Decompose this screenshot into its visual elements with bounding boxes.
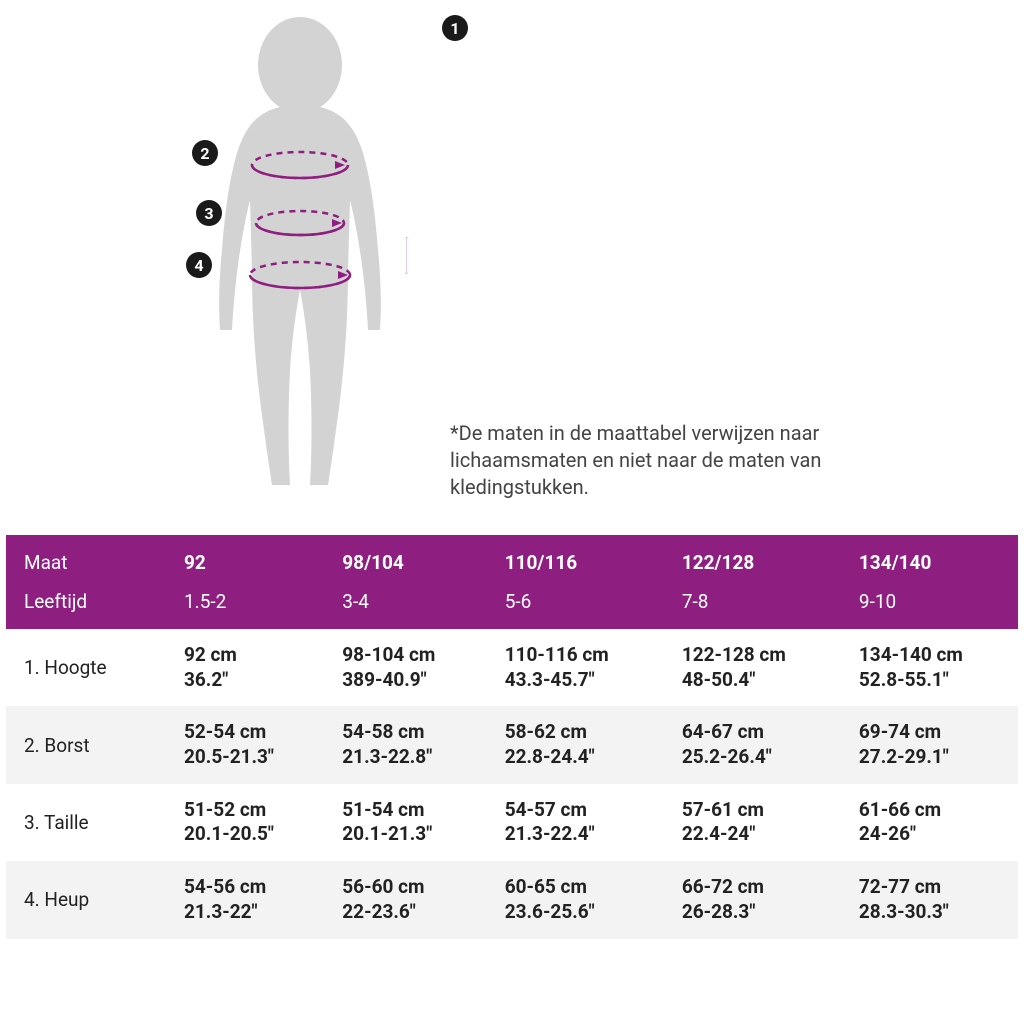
cell-line-cm: 54-56 cm bbox=[184, 875, 314, 900]
header-age-2: 5-6 bbox=[487, 582, 664, 629]
cell-line-cm: 98-104 cm bbox=[342, 643, 476, 668]
cell-line-cm: 92 cm bbox=[184, 643, 314, 668]
cell-line-inch: 22.8-24.4" bbox=[505, 745, 654, 770]
cell-line-cm: 110-116 cm bbox=[505, 643, 654, 668]
header-age-1: 3-4 bbox=[324, 582, 486, 629]
cell-line-inch: 52.8-55.1" bbox=[859, 668, 1008, 693]
header-age-4: 9-10 bbox=[841, 582, 1018, 629]
header-label-leeftijd: Leeftijd bbox=[6, 582, 166, 629]
marker-1: 1 bbox=[442, 15, 468, 41]
cell-value: 66-72 cm26-28.3" bbox=[664, 861, 841, 938]
cell-line-inch: 25.2-26.4" bbox=[682, 745, 831, 770]
table-row: 3. Taille51-52 cm20.1-20.5"51-54 cm20.1-… bbox=[6, 784, 1018, 861]
cell-line-inch: 27.2-29.1" bbox=[859, 745, 1008, 770]
cell-line-cm: 134-140 cm bbox=[859, 643, 1008, 668]
cell-value: 64-67 cm25.2-26.4" bbox=[664, 706, 841, 783]
cell-line-inch: 20.1-21.3" bbox=[342, 822, 476, 847]
row-label: 1. Hoogte bbox=[6, 629, 166, 706]
header-age-3: 7-8 bbox=[664, 582, 841, 629]
header-size-1: 98/104 bbox=[324, 535, 486, 582]
cell-line-cm: 61-66 cm bbox=[859, 798, 1008, 823]
cell-line-cm: 64-67 cm bbox=[682, 720, 831, 745]
row-label: 4. Heup bbox=[6, 861, 166, 938]
cell-line-inch: 389-40.9" bbox=[342, 668, 476, 693]
cell-line-inch: 21.3-22.4" bbox=[505, 822, 654, 847]
header-size-2: 110/116 bbox=[487, 535, 664, 582]
row-label: 3. Taille bbox=[6, 784, 166, 861]
cell-value: 56-60 cm22-23.6" bbox=[324, 861, 486, 938]
cell-value: 72-77 cm28.3-30.3" bbox=[841, 861, 1018, 938]
cell-line-cm: 52-54 cm bbox=[184, 720, 314, 745]
cell-line-cm: 122-128 cm bbox=[682, 643, 831, 668]
cell-line-cm: 56-60 cm bbox=[342, 875, 476, 900]
cell-value: 98-104 cm389-40.9" bbox=[324, 629, 486, 706]
cell-line-cm: 51-54 cm bbox=[342, 798, 476, 823]
header-size-4: 134/140 bbox=[841, 535, 1018, 582]
table-row: 4. Heup54-56 cm21.3-22"56-60 cm22-23.6"6… bbox=[6, 861, 1018, 938]
cell-line-inch: 24-26" bbox=[859, 822, 1008, 847]
measurement-diagram: 1 2 3 4 *De maten in de maattabel verwij… bbox=[0, 0, 1024, 510]
cell-value: 58-62 cm22.8-24.4" bbox=[487, 706, 664, 783]
cell-line-inch: 48-50.4" bbox=[682, 668, 831, 693]
cell-line-inch: 23.6-25.6" bbox=[505, 900, 654, 925]
cell-line-cm: 60-65 cm bbox=[505, 875, 654, 900]
cell-value: 54-57 cm21.3-22.4" bbox=[487, 784, 664, 861]
header-size-3: 122/128 bbox=[664, 535, 841, 582]
footnote-text: *De maten in de maattabel verwijzen naar… bbox=[450, 420, 870, 501]
table-header: Maat 92 98/104 110/116 122/128 134/140 L… bbox=[6, 535, 1018, 629]
cell-line-inch: 26-28.3" bbox=[682, 900, 831, 925]
cell-value: 92 cm36.2" bbox=[166, 629, 324, 706]
cell-line-cm: 66-72 cm bbox=[682, 875, 831, 900]
cell-line-cm: 72-77 cm bbox=[859, 875, 1008, 900]
cell-line-inch: 21.3-22" bbox=[184, 900, 314, 925]
cell-value: 61-66 cm24-26" bbox=[841, 784, 1018, 861]
cell-line-inch: 28.3-30.3" bbox=[859, 900, 1008, 925]
marker-2: 2 bbox=[192, 140, 218, 166]
table-row: 2. Borst52-54 cm20.5-21.3"54-58 cm21.3-2… bbox=[6, 706, 1018, 783]
cell-value: 134-140 cm52.8-55.1" bbox=[841, 629, 1018, 706]
table-row: 1. Hoogte92 cm36.2"98-104 cm389-40.9"110… bbox=[6, 629, 1018, 706]
cell-line-inch: 36.2" bbox=[184, 668, 314, 693]
cell-line-cm: 69-74 cm bbox=[859, 720, 1008, 745]
header-label-maat: Maat bbox=[6, 535, 166, 582]
cell-line-cm: 54-58 cm bbox=[342, 720, 476, 745]
table-body: 1. Hoogte92 cm36.2"98-104 cm389-40.9"110… bbox=[6, 629, 1018, 939]
cell-line-inch: 20.5-21.3" bbox=[184, 745, 314, 770]
size-chart-table: Maat 92 98/104 110/116 122/128 134/140 L… bbox=[6, 535, 1018, 939]
cell-value: 69-74 cm27.2-29.1" bbox=[841, 706, 1018, 783]
cell-line-inch: 22-23.6" bbox=[342, 900, 476, 925]
cell-value: 110-116 cm43.3-45.7" bbox=[487, 629, 664, 706]
cell-value: 52-54 cm20.5-21.3" bbox=[166, 706, 324, 783]
cell-line-cm: 54-57 cm bbox=[505, 798, 654, 823]
header-row-age: Leeftijd 1.5-2 3-4 5-6 7-8 9-10 bbox=[6, 582, 1018, 629]
row-label: 2. Borst bbox=[6, 706, 166, 783]
cell-line-cm: 51-52 cm bbox=[184, 798, 314, 823]
cell-line-cm: 58-62 cm bbox=[505, 720, 654, 745]
cell-line-inch: 22.4-24" bbox=[682, 822, 831, 847]
cell-line-inch: 21.3-22.8" bbox=[342, 745, 476, 770]
cell-value: 54-58 cm21.3-22.8" bbox=[324, 706, 486, 783]
header-size-0: 92 bbox=[166, 535, 324, 582]
header-row-size: Maat 92 98/104 110/116 122/128 134/140 bbox=[6, 535, 1018, 582]
cell-value: 54-56 cm21.3-22" bbox=[166, 861, 324, 938]
cell-value: 51-54 cm20.1-21.3" bbox=[324, 784, 486, 861]
cell-value: 51-52 cm20.1-20.5" bbox=[166, 784, 324, 861]
height-indicator bbox=[405, 18, 408, 493]
cell-value: 57-61 cm22.4-24" bbox=[664, 784, 841, 861]
marker-3: 3 bbox=[196, 200, 222, 226]
cell-line-inch: 20.1-20.5" bbox=[184, 822, 314, 847]
marker-4: 4 bbox=[186, 252, 212, 278]
cell-line-cm: 57-61 cm bbox=[682, 798, 831, 823]
cell-value: 122-128 cm48-50.4" bbox=[664, 629, 841, 706]
cell-value: 60-65 cm23.6-25.6" bbox=[487, 861, 664, 938]
cell-line-inch: 43.3-45.7" bbox=[505, 668, 654, 693]
header-age-0: 1.5-2 bbox=[166, 582, 324, 629]
